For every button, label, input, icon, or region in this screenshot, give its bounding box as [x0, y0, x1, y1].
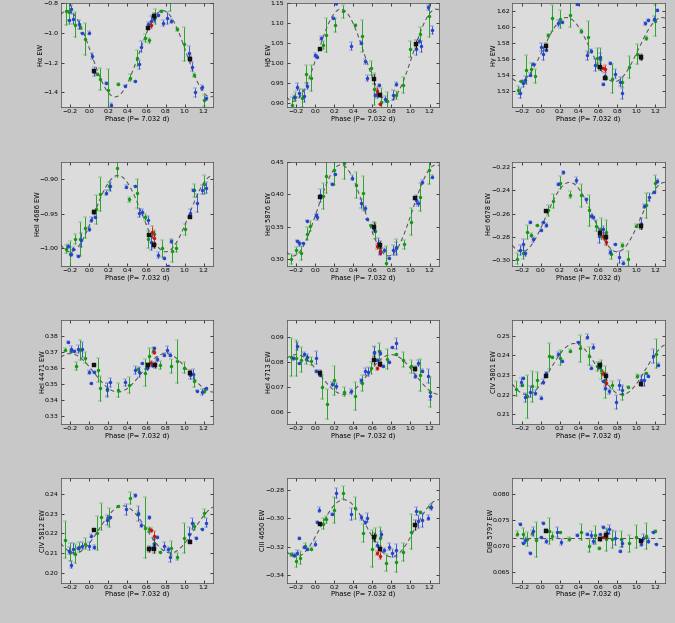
X-axis label: Phase (P= 7.032 d): Phase (P= 7.032 d) [105, 591, 169, 597]
Y-axis label: CIV 5812 EW: CIV 5812 EW [40, 509, 46, 552]
X-axis label: Phase (P= 7.032 d): Phase (P= 7.032 d) [331, 274, 395, 281]
Y-axis label: HeII 4686 EW: HeII 4686 EW [34, 191, 40, 236]
Y-axis label: Hα EW: Hα EW [38, 44, 45, 66]
Y-axis label: CIV 5801 EW: CIV 5801 EW [491, 351, 497, 393]
X-axis label: Phase (P= 7.032 d): Phase (P= 7.032 d) [105, 432, 169, 439]
Y-axis label: Hγ EW: Hγ EW [491, 44, 497, 66]
X-axis label: Phase (P= 7.032 d): Phase (P= 7.032 d) [556, 432, 621, 439]
Y-axis label: HeI 6678 EW: HeI 6678 EW [486, 193, 492, 235]
Y-axis label: HeI 4471 EW: HeI 4471 EW [40, 351, 46, 393]
X-axis label: Phase (P= 7.032 d): Phase (P= 7.032 d) [331, 591, 395, 597]
Y-axis label: HeI 4713 EW: HeI 4713 EW [266, 351, 271, 393]
Y-axis label: HeI 5876 EW: HeI 5876 EW [266, 193, 271, 235]
X-axis label: Phase (P= 7.032 d): Phase (P= 7.032 d) [331, 116, 395, 122]
X-axis label: Phase (P= 7.032 d): Phase (P= 7.032 d) [331, 432, 395, 439]
X-axis label: Phase (P= 7.032 d): Phase (P= 7.032 d) [105, 116, 169, 122]
Y-axis label: CIII 4650 EW: CIII 4650 EW [261, 510, 266, 551]
X-axis label: Phase (P= 7.032 d): Phase (P= 7.032 d) [105, 274, 169, 281]
X-axis label: Phase (P= 7.032 d): Phase (P= 7.032 d) [556, 116, 621, 122]
Y-axis label: Hβ EW: Hβ EW [266, 44, 271, 66]
X-axis label: Phase (P= 7.032 d): Phase (P= 7.032 d) [556, 591, 621, 597]
Y-axis label: DIB 5797 EW: DIB 5797 EW [487, 509, 493, 552]
X-axis label: Phase (P= 7.032 d): Phase (P= 7.032 d) [556, 274, 621, 281]
